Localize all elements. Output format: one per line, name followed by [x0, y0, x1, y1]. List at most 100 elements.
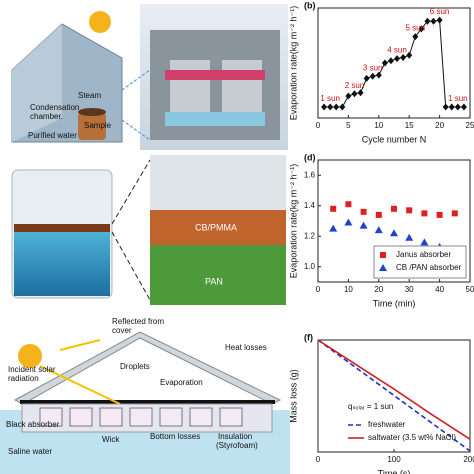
y-tick-label: 1.2: [304, 231, 316, 240]
marker: [329, 224, 338, 232]
marker: [351, 90, 358, 98]
annotation: 6 sun: [430, 7, 450, 16]
label: Black absorber: [6, 420, 60, 429]
panel-e-illustration: Reflected from cover Incident solar radi…: [0, 317, 290, 474]
x-axis-label: Cycle number N: [362, 134, 427, 144]
series-line: [317, 339, 471, 452]
x-tick-label: 50: [466, 285, 474, 294]
label: cover: [112, 326, 132, 335]
marker: [436, 16, 443, 24]
marker: [430, 17, 437, 25]
y-tick-label: 1.6: [304, 170, 316, 179]
marker: [330, 205, 337, 212]
marker: [390, 229, 398, 237]
x-tick-label: 0: [316, 285, 321, 294]
label: Steam: [78, 91, 101, 100]
marker: [405, 233, 414, 241]
x-tick-label: 40: [435, 285, 444, 294]
label: CB/PMMA: [195, 222, 237, 232]
marker: [374, 226, 383, 234]
label: Heat losses: [225, 343, 267, 352]
marker: [454, 103, 461, 111]
marker: [359, 221, 368, 229]
series-line: [317, 339, 471, 440]
marker: [327, 103, 334, 111]
annotation: 4 sun: [387, 46, 407, 55]
annotation: 5 sun: [405, 24, 425, 33]
panel-label: (d): [304, 152, 316, 162]
marker: [344, 218, 353, 226]
marker: [321, 103, 328, 111]
marker: [357, 89, 364, 97]
label: chamber.: [30, 112, 63, 121]
marker: [412, 33, 419, 41]
label: Condensation: [30, 103, 79, 112]
plot-frame: [317, 7, 471, 119]
x-tick-label: 15: [405, 121, 414, 130]
y-axis-label: Evaporation rate(kg m⁻² h⁻¹): [288, 6, 298, 121]
annotation: 2 sun: [345, 81, 365, 90]
marker: [448, 103, 455, 111]
label: Incident solar: [8, 365, 56, 374]
legend-frame: [373, 245, 467, 279]
y-tick-label: 1.0: [304, 262, 316, 271]
panel-c-illustration: CB/PMMA PAN: [11, 155, 286, 305]
marker: [436, 211, 443, 218]
x-tick-label: 0: [316, 455, 321, 464]
legend-label: Janus absorber: [396, 250, 451, 259]
label: Sample: [84, 121, 112, 130]
label: Saline water: [8, 447, 52, 456]
legend-label: saltwater (3.5 wt% NaCl): [368, 433, 456, 442]
panel-label: (b): [304, 0, 316, 10]
marker: [460, 103, 467, 111]
label: radiation: [8, 374, 39, 383]
x-tick-label: 200: [463, 455, 474, 464]
label: Wick: [102, 435, 120, 444]
y-tick-label: 1.4: [304, 201, 316, 210]
y-axis-label: Evaporation rate(kg m⁻² h⁻¹): [288, 164, 298, 279]
y-axis-label: Mass loss (g): [288, 369, 298, 423]
x-tick-label: 20: [435, 121, 444, 130]
legend-label: freshwater: [368, 420, 406, 429]
marker: [375, 211, 382, 218]
marker: [360, 208, 367, 215]
marker: [345, 201, 352, 208]
marker: [363, 74, 370, 82]
marker: [406, 51, 413, 59]
annotation: 1 sun: [320, 94, 340, 103]
label: Reflected from: [112, 317, 164, 326]
legend-swatch: [380, 252, 386, 258]
annotation: 1 sun: [448, 94, 468, 103]
marker: [391, 205, 397, 212]
annotation: 3 sun: [363, 63, 383, 72]
marker: [424, 17, 431, 25]
marker: [387, 57, 394, 65]
plot-frame: [317, 159, 471, 283]
marker: [406, 207, 413, 214]
label: PAN: [205, 276, 223, 286]
marker: [381, 59, 388, 67]
note: qₛₒₗₐᵣ = 1 sun: [348, 402, 393, 411]
marker: [339, 103, 346, 111]
x-tick-label: 100: [387, 455, 401, 464]
marker: [451, 210, 458, 217]
label: (Styrofoam): [216, 441, 258, 450]
label: Purified water: [28, 131, 77, 140]
legend-swatch: [379, 264, 387, 271]
x-tick-label: 25: [466, 121, 474, 130]
x-tick-label: 30: [405, 285, 414, 294]
marker: [369, 72, 376, 80]
marker: [442, 103, 449, 111]
marker: [420, 238, 429, 246]
x-axis-label: Time (min): [373, 298, 416, 308]
panel-label: (f): [304, 332, 313, 342]
marker: [345, 92, 352, 100]
marker: [400, 54, 407, 61]
marker: [394, 55, 401, 63]
x-tick-label: 5: [346, 121, 351, 130]
panel-a-illustration: Steam Condensation chamber. Sample Purif…: [11, 4, 288, 150]
x-tick-label: 20: [374, 285, 383, 294]
marker: [418, 25, 425, 33]
label: Insulation: [218, 432, 252, 441]
